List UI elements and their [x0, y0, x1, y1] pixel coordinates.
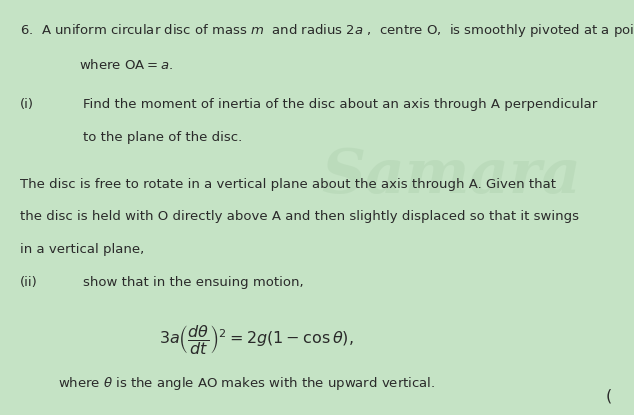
Text: to the plane of the disc.: to the plane of the disc.	[82, 131, 242, 144]
Text: (ii): (ii)	[20, 276, 38, 289]
Text: (: (	[606, 389, 612, 404]
Text: show that in the ensuing motion,: show that in the ensuing motion,	[82, 276, 303, 289]
Text: The disc is free to rotate in a vertical plane about the axis through A. Given t: The disc is free to rotate in a vertical…	[20, 178, 556, 190]
Text: $3a\left(\dfrac{d\theta}{dt}\right)^{2} = 2g(1 - \cos\theta),$: $3a\left(\dfrac{d\theta}{dt}\right)^{2} …	[159, 323, 353, 356]
Text: (i): (i)	[20, 98, 34, 111]
Text: the disc is held with O directly above A and then slightly displaced so that it : the disc is held with O directly above A…	[20, 210, 579, 223]
Text: Samara: Samara	[321, 146, 581, 205]
Text: 6.  A uniform circular disc of mass $m$  and radius $2a$ ,  centre O,  is smooth: 6. A uniform circular disc of mass $m$ a…	[20, 22, 634, 39]
Text: in a vertical plane,: in a vertical plane,	[20, 242, 144, 256]
Text: where $\theta$ is the angle AO makes with the upward vertical.: where $\theta$ is the angle AO makes wit…	[58, 375, 436, 392]
Text: where OA$=a$.: where OA$=a$.	[58, 58, 173, 72]
Text: Find the moment of inertia of the disc about an axis through A perpendicular: Find the moment of inertia of the disc a…	[82, 98, 597, 111]
